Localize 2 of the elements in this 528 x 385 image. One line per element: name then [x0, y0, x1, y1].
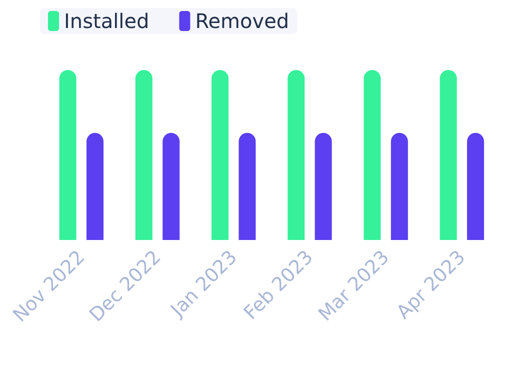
legend-label: Installed: [64, 9, 150, 33]
legend-label: Removed: [195, 9, 290, 33]
